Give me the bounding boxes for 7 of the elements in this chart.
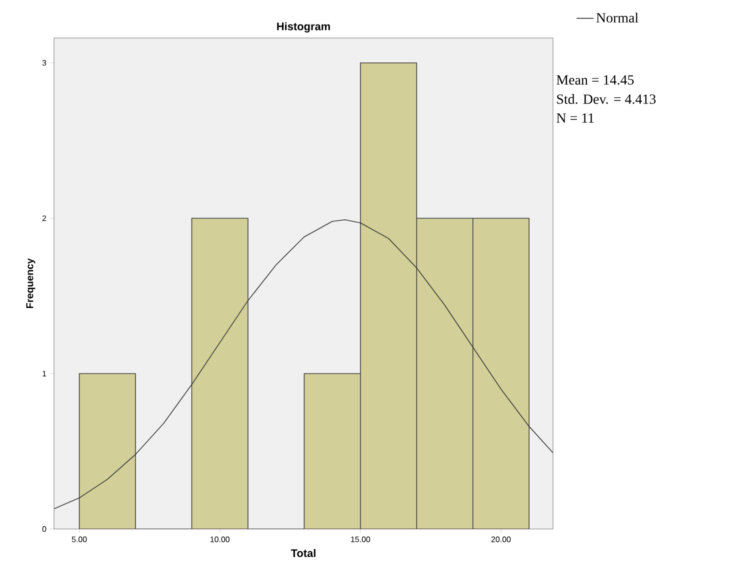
chart-title: Histogram — [277, 22, 330, 32]
text: Mean = 14.45 — [556, 75, 634, 85]
text: Std. Dev. = 4.413 — [557, 94, 656, 104]
legend-label: Normal — [596, 12, 638, 23]
text: N = 11 — [556, 113, 594, 123]
y-axis-title: Frequency — [26, 258, 36, 308]
x-axis-title: Total — [290, 549, 316, 558]
